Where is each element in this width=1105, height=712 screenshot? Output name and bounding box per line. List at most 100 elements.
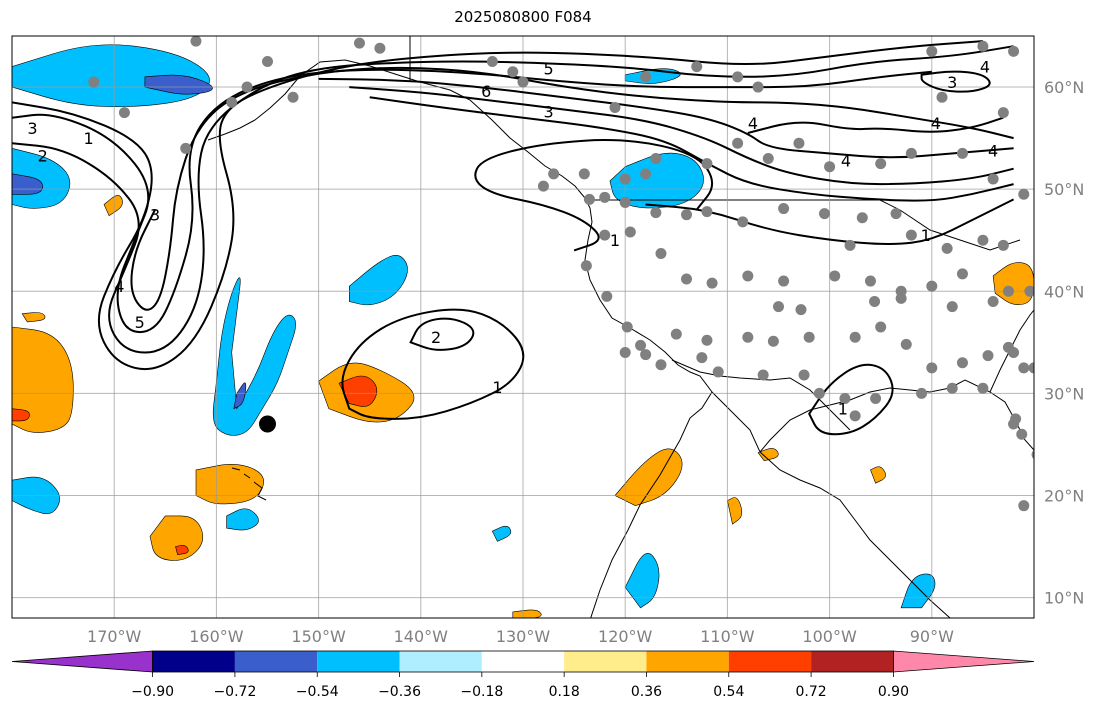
station-dot <box>190 36 202 47</box>
colorbar-label: −0.90 <box>131 684 174 700</box>
anomaly-area <box>103 195 123 217</box>
latitude-tick-label: 60°N <box>1044 78 1084 97</box>
anomaly-area <box>212 277 296 436</box>
latitude-tick-label: 20°N <box>1044 486 1084 505</box>
anomaly-area <box>512 609 542 618</box>
station-dot <box>635 339 647 351</box>
contour-line <box>130 66 1014 311</box>
station-dot <box>946 382 958 394</box>
colorbar-label: 0.72 <box>796 684 827 700</box>
colorbar-segment <box>811 651 894 672</box>
station-dot <box>824 161 836 173</box>
contour-line <box>12 40 983 371</box>
station-dot <box>762 153 774 165</box>
station-dot <box>619 173 631 185</box>
station-dot <box>864 275 876 287</box>
location-marker <box>259 415 276 433</box>
station-dot <box>681 273 693 285</box>
station-dot <box>650 207 662 219</box>
anomaly-area <box>233 382 247 410</box>
anomaly-area <box>624 553 660 609</box>
colorbar-label: 0.18 <box>549 684 580 700</box>
station-dot <box>701 206 713 218</box>
station-dot <box>849 331 861 343</box>
station-dot <box>813 387 825 399</box>
latitude-tick-label: 50°N <box>1044 180 1084 199</box>
station-dot <box>839 392 851 404</box>
station-dot <box>701 158 713 170</box>
contour-line <box>341 308 525 420</box>
anomaly-area <box>491 525 512 542</box>
contour-line <box>474 139 714 252</box>
station-dot <box>737 216 749 228</box>
station-dot <box>650 153 662 165</box>
colorbar-outline <box>152 650 894 673</box>
station-dot <box>640 71 652 83</box>
anomaly-area <box>900 573 936 609</box>
map-frame <box>11 35 1035 619</box>
contour-line <box>808 363 894 436</box>
station-dot <box>88 76 100 88</box>
anomaly-area <box>12 44 210 107</box>
north-america-coastline <box>207 59 713 618</box>
contour-label: 1 <box>610 231 620 250</box>
location-dot <box>259 415 276 433</box>
station-dot <box>752 81 764 93</box>
station-dot <box>798 369 810 381</box>
contour-label: 2 <box>431 328 441 347</box>
station-dot <box>486 56 498 68</box>
station-dot <box>1018 362 1030 374</box>
station-dot <box>941 242 953 254</box>
station-dot <box>778 275 790 287</box>
contour-label: 4 <box>931 114 941 133</box>
station-dot <box>946 301 958 313</box>
anomaly-area <box>870 466 886 484</box>
contour-label: 1 <box>84 129 94 148</box>
anomaly-area <box>195 464 264 505</box>
station-dot <box>982 350 994 362</box>
station-dot <box>353 37 365 49</box>
station-dot <box>601 290 613 302</box>
station-dot <box>1008 45 1020 57</box>
station-dot <box>870 392 882 404</box>
station-dot <box>609 101 621 113</box>
station-dot <box>773 301 784 313</box>
longitude-tick-label: 120°W <box>598 627 653 646</box>
station-dot <box>1024 285 1034 297</box>
contour-label: 3 <box>947 73 957 92</box>
station-dot <box>778 203 790 215</box>
station-dot <box>742 331 754 343</box>
station-dot <box>869 295 881 307</box>
station-dot <box>905 147 917 159</box>
contour-label: 4 <box>988 141 998 160</box>
station-dot <box>241 81 253 93</box>
colorbar-label: 0.54 <box>713 684 744 700</box>
hawaii-islands <box>231 467 267 501</box>
contour-label: 6 <box>481 82 491 101</box>
station-dot <box>1041 345 1052 356</box>
station-dot <box>977 382 989 394</box>
anomaly-area <box>12 408 30 422</box>
station-dot <box>875 321 887 333</box>
station-dot <box>696 352 708 364</box>
contour-line <box>369 96 1014 202</box>
station-dot <box>1010 413 1022 425</box>
contour-label: 1 <box>492 378 502 397</box>
contour-label: 5 <box>135 313 145 332</box>
longitude-tick-label: 150°W <box>291 627 346 646</box>
anomaly-area <box>727 497 743 525</box>
anomaly-fields <box>12 44 1034 618</box>
station-dot <box>926 362 938 374</box>
station-markers <box>88 36 1052 512</box>
station-dot <box>829 270 841 282</box>
anomaly-area <box>349 255 408 306</box>
colorbar: −0.90 −0.72 −0.54 −0.36 −0.18 0.18 0.36 0.54 0.7… <box>11 650 1035 700</box>
colorbar-segment <box>564 651 647 672</box>
station-dot <box>583 193 595 205</box>
station-dot <box>1031 450 1034 460</box>
station-dot <box>916 387 928 399</box>
station-dot <box>640 349 652 361</box>
latitude-tick-label: 40°N <box>1044 282 1084 301</box>
